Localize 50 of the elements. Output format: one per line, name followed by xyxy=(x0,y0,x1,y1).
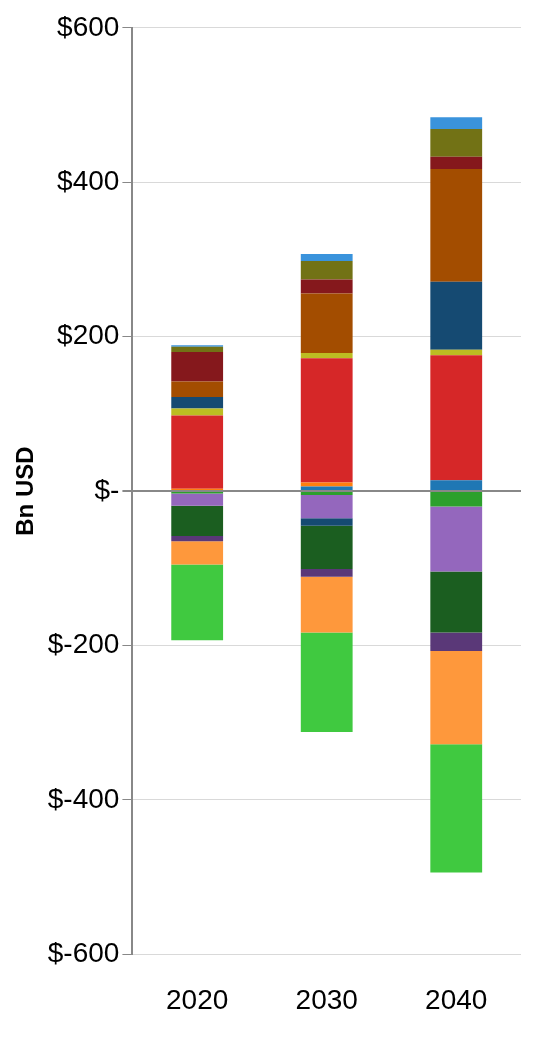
bar xyxy=(171,505,224,536)
bar xyxy=(430,480,483,491)
bar xyxy=(300,525,353,570)
bar xyxy=(300,569,353,577)
bar xyxy=(171,408,224,416)
bar xyxy=(300,494,353,519)
bar xyxy=(300,254,353,261)
bar xyxy=(171,381,224,397)
bar xyxy=(300,260,353,280)
bar xyxy=(300,518,353,526)
bar xyxy=(430,650,483,745)
x-tick-label: 2040 xyxy=(425,983,488,1015)
bar xyxy=(171,541,224,565)
y-tick-label: $- xyxy=(94,473,120,505)
bar xyxy=(430,632,483,651)
y-tick-label: $-600 xyxy=(47,937,120,969)
bar xyxy=(300,279,353,294)
bar xyxy=(171,352,224,382)
bar xyxy=(430,506,483,572)
bar xyxy=(300,358,353,483)
bar xyxy=(300,492,353,495)
bar xyxy=(430,169,483,282)
bar xyxy=(430,117,483,129)
bar xyxy=(300,576,353,633)
bar xyxy=(430,156,483,170)
bar xyxy=(171,564,224,641)
y-tick-label: $-200 xyxy=(47,628,120,660)
y-tick-label: $200 xyxy=(57,319,120,351)
bar xyxy=(300,293,353,353)
bar xyxy=(171,415,224,489)
x-tick-label: 2020 xyxy=(166,983,229,1015)
bar xyxy=(430,128,483,157)
bar xyxy=(430,571,483,633)
y-tick-label: $600 xyxy=(57,10,120,42)
bar xyxy=(171,396,224,409)
bar xyxy=(430,355,483,481)
bar xyxy=(430,744,483,873)
bar xyxy=(300,486,353,491)
bar xyxy=(171,346,224,353)
bar xyxy=(171,535,224,542)
y-axis-title: Bn USD xyxy=(11,446,39,536)
bar xyxy=(430,281,483,350)
bar xyxy=(171,493,224,506)
x-tick-label: 2030 xyxy=(295,983,358,1015)
bar xyxy=(300,352,353,359)
y-tick-label: $-400 xyxy=(47,782,120,814)
y-tick-label: $400 xyxy=(57,164,120,196)
bar xyxy=(300,632,353,733)
bar xyxy=(430,349,483,356)
bar xyxy=(430,492,483,507)
